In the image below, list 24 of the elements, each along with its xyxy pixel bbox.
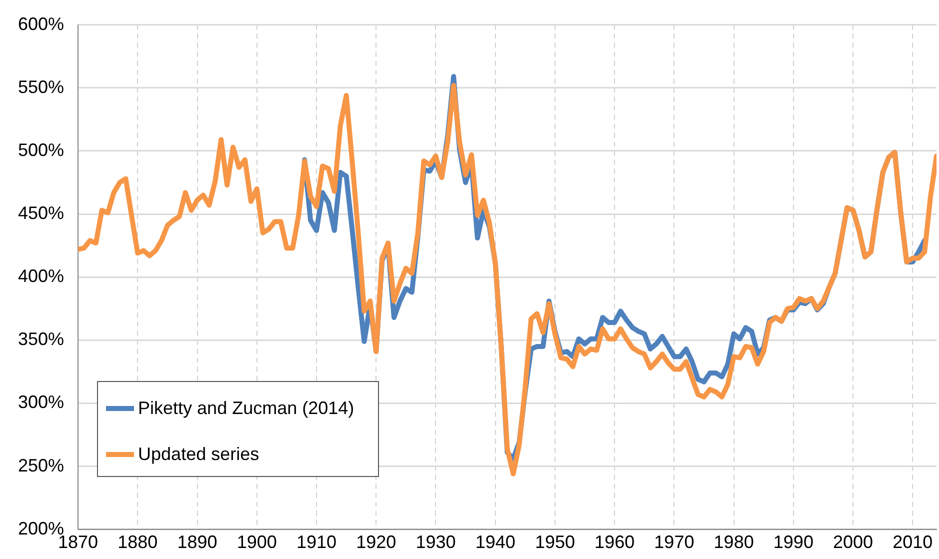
x-tick-label: 1910 xyxy=(296,532,337,552)
y-tick-label: 300% xyxy=(18,392,64,412)
x-tick-label: 2000 xyxy=(833,532,874,552)
x-tick-label: 1920 xyxy=(356,532,396,552)
x-tick-label: 1890 xyxy=(177,532,218,552)
x-tick-label: 1970 xyxy=(654,532,694,552)
y-tick-label: 600% xyxy=(18,14,64,34)
x-tick-label: 1940 xyxy=(475,532,516,552)
y-tick-label: 250% xyxy=(18,455,64,476)
x-tick-label: 1980 xyxy=(714,532,754,552)
legend-label: Updated series xyxy=(138,444,260,465)
y-tick-label: 450% xyxy=(18,202,64,223)
y-tick-label: 400% xyxy=(18,266,64,286)
x-tick-label: 2010 xyxy=(892,532,933,552)
x-tick-label: 1950 xyxy=(534,532,575,552)
x-tick-label: 1990 xyxy=(773,532,814,552)
x-tick-label: 1900 xyxy=(236,532,277,552)
x-tick-label: 1960 xyxy=(594,532,635,552)
x-tick-label: 1880 xyxy=(118,532,158,552)
y-tick-label: 550% xyxy=(18,76,64,97)
x-tick-label: 1930 xyxy=(416,532,456,552)
legend-label: Piketty and Zucman (2014) xyxy=(138,398,354,419)
y-tick-label: 500% xyxy=(18,140,64,160)
y-tick-label: 350% xyxy=(18,329,64,350)
